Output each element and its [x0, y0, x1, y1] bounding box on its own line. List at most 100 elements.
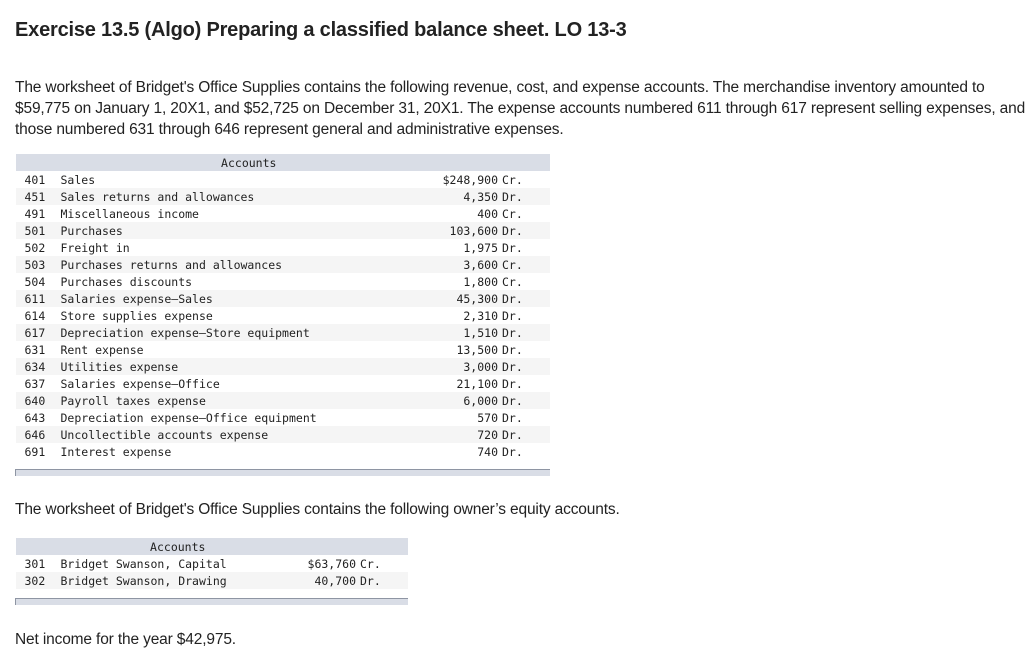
table-row: 502 Freight in 1,975 Dr.	[15, 239, 550, 256]
account-amount: 21,100	[418, 375, 502, 392]
account-name: Depreciation expense–Store equipment	[60, 324, 419, 341]
exercise-title: Exercise 13.5 (Algo) Preparing a classif…	[15, 19, 627, 41]
table-row: 401 Sales $248,900 Cr.	[15, 171, 550, 188]
net-income-text: Net income for the year $42,975.	[15, 631, 236, 648]
account-name: Purchases	[60, 222, 419, 239]
table-row: 640 Payroll taxes expense 6,000 Dr.	[15, 392, 550, 409]
table-row: 504 Purchases discounts 1,800 Cr.	[15, 273, 550, 290]
table-footer-bar	[15, 469, 550, 476]
account-number: 617	[15, 324, 61, 341]
table-row: 631 Rent expense 13,500 Dr.	[15, 341, 550, 358]
account-number: 501	[15, 222, 61, 239]
table-header-accounts: Accounts	[15, 154, 550, 171]
account-number: 611	[15, 290, 61, 307]
account-amount: 400	[418, 205, 502, 222]
table-row: 501 Purchases 103,600 Dr.	[15, 222, 550, 239]
table-row: 451 Sales returns and allowances 4,350 Dr.	[15, 188, 550, 205]
debit-credit-side: Cr.	[502, 171, 550, 188]
revenue-expense-accounts-table: Accounts 401 Sales $248,900 Cr. 451 Sales ret…	[15, 154, 550, 476]
account-amount: 13,500	[418, 341, 502, 358]
table-row: 634 Utilities expense 3,000 Dr.	[15, 358, 550, 375]
account-name: Rent expense	[60, 341, 419, 358]
table-header-accounts: Accounts	[15, 538, 408, 555]
account-number: 631	[15, 341, 61, 358]
account-name: Sales	[60, 171, 419, 188]
table-row: 637 Salaries expense–Office 21,100 Dr.	[15, 375, 550, 392]
table-row: 503 Purchases returns and allowances 3,600…	[15, 256, 550, 273]
debit-credit-side: Dr.	[502, 358, 550, 375]
owners-equity-accounts-table: Accounts 301 Bridget Swanson, Capital $63,…	[15, 538, 408, 605]
debit-credit-side: Cr.	[502, 273, 550, 290]
debit-credit-side: Dr.	[502, 409, 550, 426]
account-name: Depreciation expense–Office equipment	[60, 409, 419, 426]
account-number: 691	[15, 443, 61, 460]
account-name: Salaries expense–Office	[60, 375, 419, 392]
spacer	[15, 460, 550, 470]
debit-credit-side: Dr.	[502, 222, 550, 239]
account-number: 451	[15, 188, 61, 205]
table-row: 614 Store supplies expense 2,310 Dr.	[15, 307, 550, 324]
account-name: Payroll taxes expense	[60, 392, 419, 409]
account-name: Sales returns and allowances	[60, 188, 419, 205]
debit-credit-side: Dr.	[502, 392, 550, 409]
account-number: 637	[15, 375, 61, 392]
account-amount: 1,510	[418, 324, 502, 341]
debit-credit-side: Dr.	[502, 239, 550, 256]
account-amount: 1,800	[418, 273, 502, 290]
account-amount: 3,000	[418, 358, 502, 375]
account-amount: 6,000	[418, 392, 502, 409]
account-amount: $63,760	[288, 555, 360, 572]
account-name: Bridget Swanson, Drawing	[60, 572, 289, 589]
table-row: 301 Bridget Swanson, Capital $63,760 Cr.	[15, 555, 408, 572]
debit-credit-side: Dr.	[502, 426, 550, 443]
account-number: 646	[15, 426, 61, 443]
account-amount: 570	[418, 409, 502, 426]
account-amount: 2,310	[418, 307, 502, 324]
account-name: Interest expense	[60, 443, 419, 460]
table-row: 302 Bridget Swanson, Drawing 40,700 Dr.	[15, 572, 408, 589]
account-number: 401	[15, 171, 61, 188]
account-number: 301	[15, 555, 61, 572]
table-row: 491 Miscellaneous income 400 Cr.	[15, 205, 550, 222]
spacer	[15, 589, 408, 599]
table-row: 617 Depreciation expense–Store equipment 1…	[15, 324, 550, 341]
account-number: 643	[15, 409, 61, 426]
debit-credit-side: Cr.	[502, 256, 550, 273]
debit-credit-side: Dr.	[502, 290, 550, 307]
account-number: 491	[15, 205, 61, 222]
table-footer-bar	[15, 598, 408, 605]
account-number: 634	[15, 358, 61, 375]
debit-credit-side: Dr.	[502, 188, 550, 205]
account-name: Miscellaneous income	[60, 205, 419, 222]
debit-credit-side: Dr.	[360, 572, 408, 589]
debit-credit-side: Dr.	[502, 341, 550, 358]
intro-paragraph: The worksheet of Bridget's Office Suppli…	[15, 79, 1026, 138]
debit-credit-side: Dr.	[502, 307, 550, 324]
account-name: Store supplies expense	[60, 307, 419, 324]
account-number: 502	[15, 239, 61, 256]
account-name: Utilities expense	[60, 358, 419, 375]
account-number: 614	[15, 307, 61, 324]
table-row: 643 Depreciation expense–Office equipment…	[15, 409, 550, 426]
debit-credit-side: Dr.	[502, 324, 550, 341]
account-name: Purchases discounts	[60, 273, 419, 290]
account-name: Salaries expense–Sales	[60, 290, 419, 307]
account-amount: 4,350	[418, 188, 502, 205]
account-name: Freight in	[60, 239, 419, 256]
account-amount: 40,700	[288, 572, 360, 589]
debit-credit-side: Cr.	[360, 555, 408, 572]
account-amount: 740	[418, 443, 502, 460]
account-name: Uncollectible accounts expense	[60, 426, 419, 443]
account-amount: 103,600	[418, 222, 502, 239]
account-number: 640	[15, 392, 61, 409]
table-row: 611 Salaries expense–Sales 45,300 Dr.	[15, 290, 550, 307]
debit-credit-side: Cr.	[502, 205, 550, 222]
account-amount: 1,975	[418, 239, 502, 256]
equity-intro-paragraph: The worksheet of Bridget's Office Suppli…	[15, 501, 620, 518]
account-number: 504	[15, 273, 61, 290]
table-row: 691 Interest expense 740 Dr.	[15, 443, 550, 460]
account-amount: 3,600	[418, 256, 502, 273]
table-row: 646 Uncollectible accounts expense 720 Dr.	[15, 426, 550, 443]
account-amount: 720	[418, 426, 502, 443]
debit-credit-side: Dr.	[502, 375, 550, 392]
